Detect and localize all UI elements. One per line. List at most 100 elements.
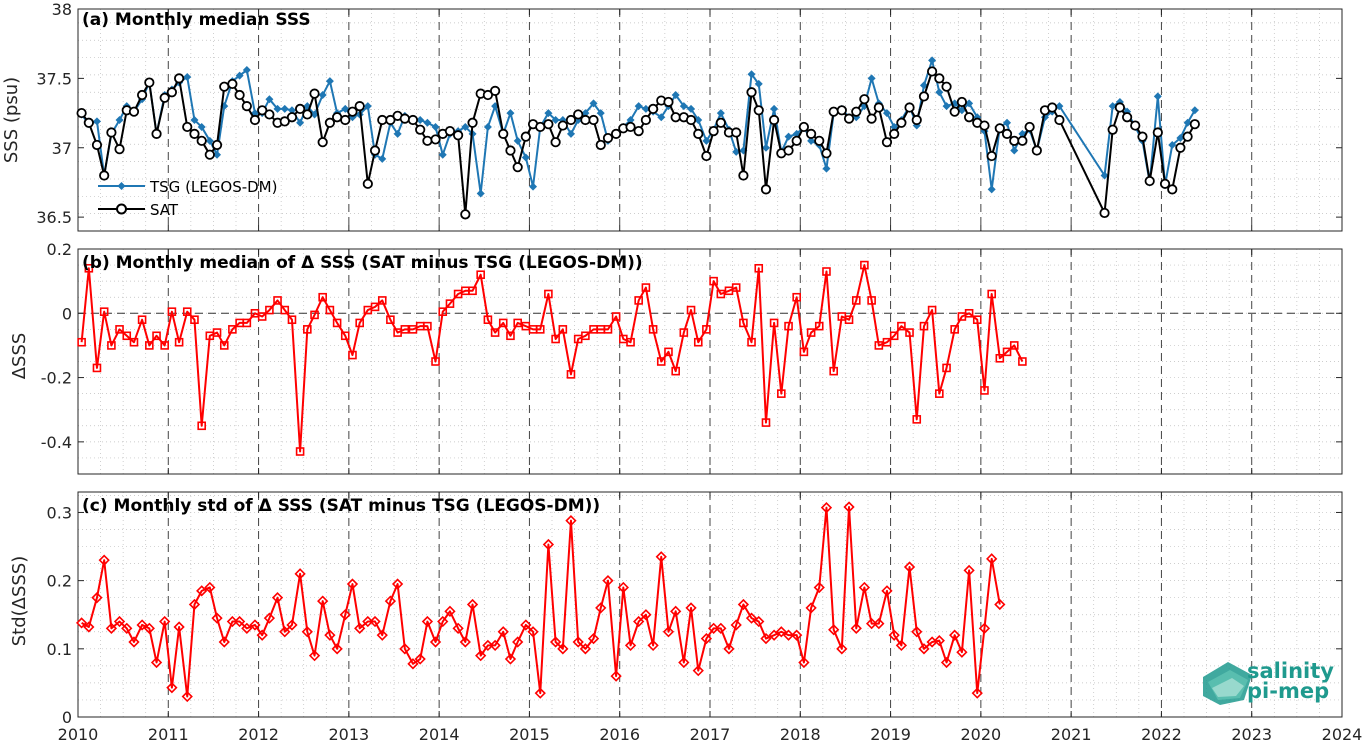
x-axis-tick-labels: 2010 2011 2012 2013 2014 2015 2016 2017 2018 2019…: [58, 725, 1363, 744]
data-point-sat: [1167, 184, 1178, 195]
data-point-delta: [716, 289, 726, 299]
data-point-tsg: [596, 109, 605, 118]
data-point-sat: [918, 91, 930, 102]
data-point-delta: [122, 331, 132, 341]
data-point-delta: [814, 321, 824, 331]
data-point-tsg: [784, 132, 793, 141]
data-point-delta: [686, 305, 696, 315]
data-point-sat: [1054, 114, 1065, 126]
data-point-delta: [295, 447, 305, 456]
data-point-std: [166, 682, 178, 694]
data-point-std: [858, 581, 871, 594]
panel-a-monthly-median-sss: 36.5 37 37.5 38: [36, 0, 1343, 232]
data-point-tsg: [1190, 106, 1199, 115]
data-point-sat: [881, 137, 893, 148]
data-point-delta: [739, 318, 748, 328]
data-point-std: [730, 619, 742, 631]
data-point-delta: [874, 341, 884, 350]
data-point-sat: [889, 128, 900, 139]
data-point-sat: [211, 139, 223, 151]
data-point-tsg: [287, 106, 296, 115]
data-point-delta: [972, 315, 982, 325]
data-point-delta: [431, 357, 440, 366]
data-point-sat: [505, 145, 516, 156]
data-point-std: [775, 626, 787, 638]
data-point-sat: [1099, 207, 1110, 219]
data-point-sat: [196, 135, 207, 146]
data-point-delta: [702, 325, 711, 334]
data-point-delta: [784, 321, 793, 331]
data-point-sat: [873, 102, 884, 113]
data-point-std: [692, 665, 704, 677]
data-point-std: [188, 598, 201, 611]
data-point-delta: [167, 307, 177, 316]
data-point-std: [602, 575, 614, 587]
data-point-sat: [332, 112, 343, 123]
data-point-tsg: [1003, 118, 1012, 127]
data-point-sat: [114, 144, 125, 155]
data-point-tsg: [581, 109, 590, 118]
data-point-std: [557, 643, 569, 655]
data-point-tsg: [544, 109, 553, 118]
data-point-delta: [182, 307, 192, 316]
data-point-sat: [309, 88, 320, 99]
data-point-tsg: [942, 102, 951, 111]
data-point-std: [105, 622, 118, 634]
data-point-sat: [482, 89, 493, 101]
data-point-std: [723, 643, 735, 655]
legend: TSG (LEGOS-DM) SAT: [98, 178, 277, 219]
data-point-tsg: [235, 71, 244, 80]
data-point-std: [429, 636, 442, 648]
data-point-sat: [851, 106, 862, 117]
data-point-delta: [747, 337, 756, 347]
y-tick-label: -0.2: [41, 369, 72, 388]
data-point-tsg: [92, 117, 101, 126]
data-point-std: [407, 658, 419, 670]
data-point-std: [324, 629, 336, 641]
x-tick-label: 2015: [509, 725, 550, 744]
data-point-delta: [423, 321, 432, 331]
data-point-sat: [1189, 119, 1200, 130]
data-point-delta: [445, 299, 455, 308]
data-point-std: [459, 636, 471, 648]
data-point-std: [331, 643, 343, 655]
data-point-std: [820, 502, 833, 514]
data-point-std: [662, 626, 675, 638]
data-point-std: [226, 615, 239, 628]
data-point-sat: [670, 112, 681, 123]
data-point-sat: [821, 148, 832, 159]
data-point-sat: [927, 66, 938, 77]
data-point-delta: [137, 315, 147, 325]
data-point-tsg: [197, 122, 206, 131]
data-point-std: [836, 643, 848, 655]
data-point-sat: [611, 128, 622, 139]
data-point-delta: [190, 315, 199, 325]
data-point-sat: [415, 124, 426, 135]
data-point-delta: [731, 283, 741, 292]
data-point-tsg: [754, 79, 763, 88]
x-tick-label: 2014: [419, 725, 460, 744]
data-point-std: [888, 629, 900, 641]
data-point-sat: [843, 113, 855, 124]
x-tick-label: 2012: [238, 725, 279, 744]
data-point-tsg: [679, 102, 688, 111]
data-point-std: [369, 615, 381, 628]
data-point-std: [700, 632, 713, 645]
data-point-std: [737, 598, 750, 611]
data-point-std: [956, 646, 968, 658]
data-point-delta: [829, 366, 838, 376]
data-point-sat: [911, 114, 922, 126]
data-point-delta: [679, 328, 689, 337]
data-point-std: [579, 643, 592, 655]
data-point-delta: [310, 310, 319, 320]
data-point-sat: [520, 131, 531, 142]
x-tick-label: 2022: [1141, 725, 1182, 744]
data-point-sat: [385, 114, 396, 126]
data-point-delta: [145, 341, 154, 350]
y-tick-label: 36.5: [36, 208, 72, 227]
data-point-std: [204, 581, 216, 594]
data-point-tsg: [310, 110, 319, 119]
data-point-sat: [189, 128, 200, 139]
data-point-tsg: [657, 113, 666, 122]
data-point-std: [760, 632, 772, 645]
